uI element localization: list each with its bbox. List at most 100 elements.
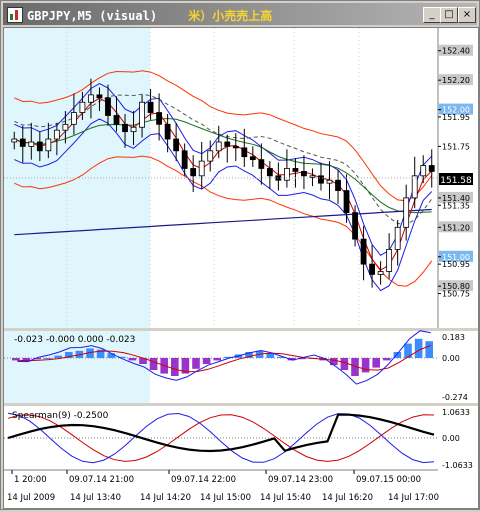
chart-app-icon bbox=[7, 7, 23, 23]
time-label-bottom: 14 Jul 13:40 bbox=[70, 493, 121, 503]
macd-bar bbox=[86, 348, 94, 358]
title-bar[interactable]: GBPJPY,M5 (visual) 米）小売売上高 _ □ × bbox=[3, 3, 477, 25]
macd-bar bbox=[393, 352, 402, 358]
candle-body bbox=[309, 175, 316, 178]
candle-body bbox=[36, 141, 43, 152]
macd-axis bbox=[438, 331, 478, 403]
macd-signal-line bbox=[17, 344, 431, 373]
candle-body bbox=[105, 97, 111, 116]
macd-main-line bbox=[17, 330, 431, 385]
bollinger-upper-line bbox=[14, 70, 433, 202]
current-price-box bbox=[439, 173, 473, 185]
candle-body bbox=[62, 123, 69, 131]
time-label-bottom: 14 Jul 17:00 bbox=[388, 493, 439, 503]
time-label-top: 1 20:00 bbox=[14, 475, 47, 485]
candle-body bbox=[292, 168, 299, 172]
time-label-bottom: 14 Jul 2009 bbox=[7, 493, 55, 503]
spearman-red-line bbox=[7, 414, 435, 462]
price-tick-label: 151.00 bbox=[442, 253, 470, 262]
candle-body bbox=[19, 138, 26, 147]
macd-bar bbox=[139, 358, 147, 364]
candle-body bbox=[53, 129, 60, 140]
candle-body bbox=[420, 165, 427, 177]
candle-body bbox=[241, 147, 248, 158]
time-label-bottom: 14 Jul 15:00 bbox=[200, 493, 251, 503]
spearman-main-line bbox=[7, 413, 435, 453]
macd-shaded-region bbox=[4, 331, 150, 403]
price-tick-label: 151.95 bbox=[442, 113, 470, 122]
panel-separator-1 bbox=[4, 328, 478, 331]
candle-body bbox=[88, 94, 94, 103]
candle-body bbox=[164, 123, 171, 140]
candle-body bbox=[215, 141, 222, 152]
candle-body bbox=[190, 168, 197, 177]
spearman-tick-bottom: -1.0633 bbox=[442, 461, 473, 470]
time-label-top: 09.07.14 22:00 bbox=[171, 475, 236, 485]
candle-body bbox=[173, 138, 180, 152]
ma-slow-line bbox=[14, 208, 432, 236]
candle-body bbox=[156, 112, 163, 125]
macd-bar bbox=[383, 358, 391, 361]
macd-bar bbox=[192, 358, 200, 369]
macd-bar bbox=[171, 358, 179, 376]
spearman-blue-line bbox=[7, 412, 435, 464]
macd-bar bbox=[33, 358, 41, 360]
candle-body bbox=[335, 179, 341, 191]
macd-bar bbox=[330, 358, 338, 366]
macd-tick-top: 0.183 bbox=[442, 333, 465, 342]
macd-bar bbox=[181, 358, 190, 374]
macd-bar bbox=[107, 353, 115, 358]
ma-mid-line bbox=[14, 117, 432, 214]
candle-body bbox=[318, 175, 324, 184]
macd-bar bbox=[149, 358, 158, 370]
price-tick-label: 152.00 bbox=[442, 106, 470, 115]
candle-body bbox=[283, 168, 290, 181]
candle-body bbox=[71, 112, 77, 125]
candle-body bbox=[139, 101, 145, 128]
candle-body bbox=[386, 249, 393, 272]
chart-area[interactable]: 152.40 152.20 152.00 151.95 151.75 151.40 151.… bbox=[3, 27, 479, 509]
macd-bar bbox=[425, 341, 433, 358]
time-label-bottom: 14 Jul 16:20 bbox=[322, 493, 373, 503]
macd-bar bbox=[404, 343, 412, 358]
close-button[interactable]: × bbox=[458, 7, 476, 23]
spearman-tick-top: 1.0633 bbox=[442, 408, 470, 417]
panel-separator-2 bbox=[4, 403, 478, 406]
candle-body bbox=[369, 263, 376, 275]
macd-bar bbox=[361, 358, 370, 373]
macd-bar bbox=[12, 358, 20, 361]
macd-bar bbox=[118, 356, 126, 358]
macd-bar bbox=[54, 355, 62, 358]
price-tick-label: 150.75 bbox=[442, 290, 470, 299]
macd-tick-zero: 0.00 bbox=[442, 354, 460, 363]
chart-svg[interactable]: 152.40152.20152.00151.95151.75151.40151.… bbox=[4, 28, 478, 508]
macd-bar bbox=[213, 358, 221, 361]
time-labels: 1 20:00 09.07.14 21:00 09.07.14 22:00 09.07… bbox=[7, 470, 439, 503]
candle-body bbox=[301, 171, 307, 177]
candle-body bbox=[113, 115, 120, 125]
candle-body bbox=[394, 226, 401, 250]
time-label-bottom: 14 Jul 14:20 bbox=[140, 493, 191, 503]
window-title-text: GBPJPY,M5 (visual) bbox=[27, 9, 158, 23]
price-ticks: 152.40152.20152.00151.95151.75151.40151.… bbox=[438, 44, 473, 299]
candle-body bbox=[45, 138, 52, 152]
minimize-button[interactable]: _ bbox=[423, 7, 441, 23]
candle-body bbox=[266, 168, 273, 177]
macd-bar bbox=[22, 358, 31, 362]
macd-label: -0.023 -0.000 0.000 -0.023 bbox=[14, 335, 135, 345]
restore-button[interactable]: □ bbox=[440, 7, 458, 23]
candle-body bbox=[198, 160, 205, 177]
macd-bar bbox=[224, 356, 232, 358]
candle-body bbox=[360, 238, 367, 265]
candle-body bbox=[79, 101, 86, 113]
time-label-top: 09.07.15 00:00 bbox=[356, 475, 421, 485]
price-tick-label: 152.40 bbox=[442, 47, 470, 56]
candle-body bbox=[28, 141, 35, 147]
macd-bar bbox=[277, 356, 285, 358]
spearman-axis bbox=[438, 406, 478, 470]
macd-bar bbox=[96, 349, 105, 358]
candle-body bbox=[147, 101, 154, 113]
price-tick-label: 151.75 bbox=[442, 142, 470, 151]
macd-bar bbox=[414, 338, 423, 358]
